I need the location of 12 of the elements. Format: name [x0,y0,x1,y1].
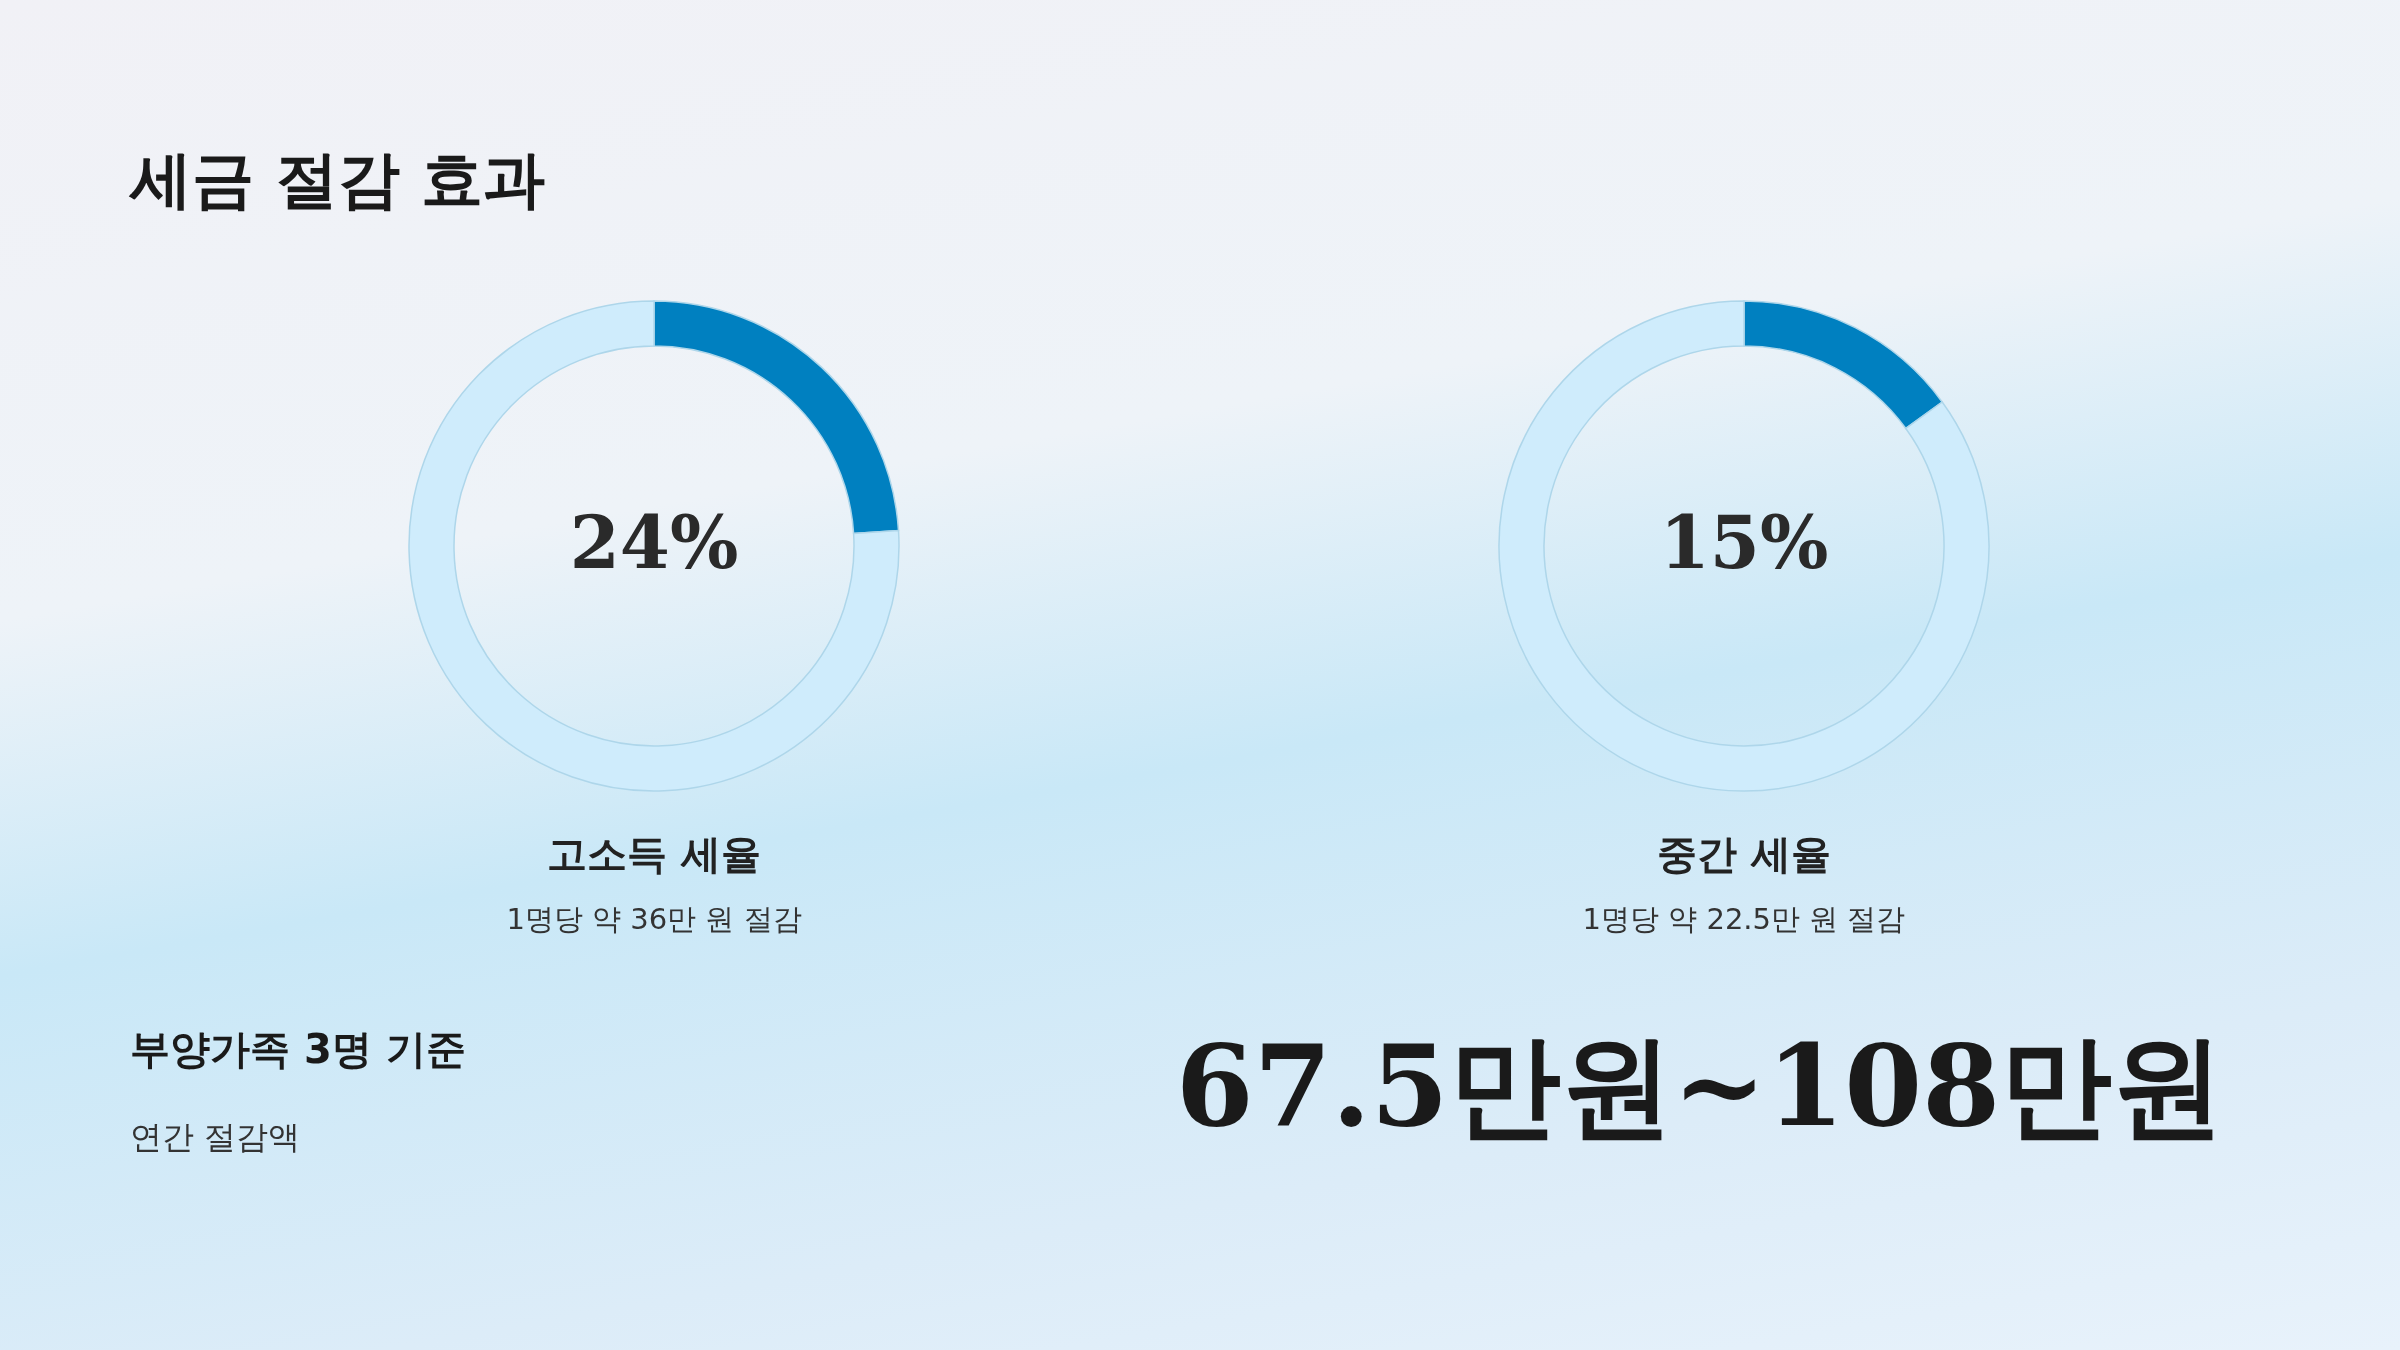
text: 중간 세율 [1657,831,1831,877]
text: 부양가족 3명 기준 [130,1025,466,1074]
text: 67.5만원~108만원 [1174,1019,2226,1153]
text: 연간 절감액 [130,1117,301,1158]
data-label: 15% [1659,500,1829,585]
text: 고소득 세율 [547,831,761,877]
text: 1명당 약 36만 원 절감 [506,902,802,936]
donut-slice [408,300,900,792]
donut-slice [1498,300,1990,792]
text: 세금 절감 효과 [130,142,546,218]
text: 1명당 약 22.5만 원 절감 [1582,902,1906,936]
data-label: 24% [569,500,739,585]
